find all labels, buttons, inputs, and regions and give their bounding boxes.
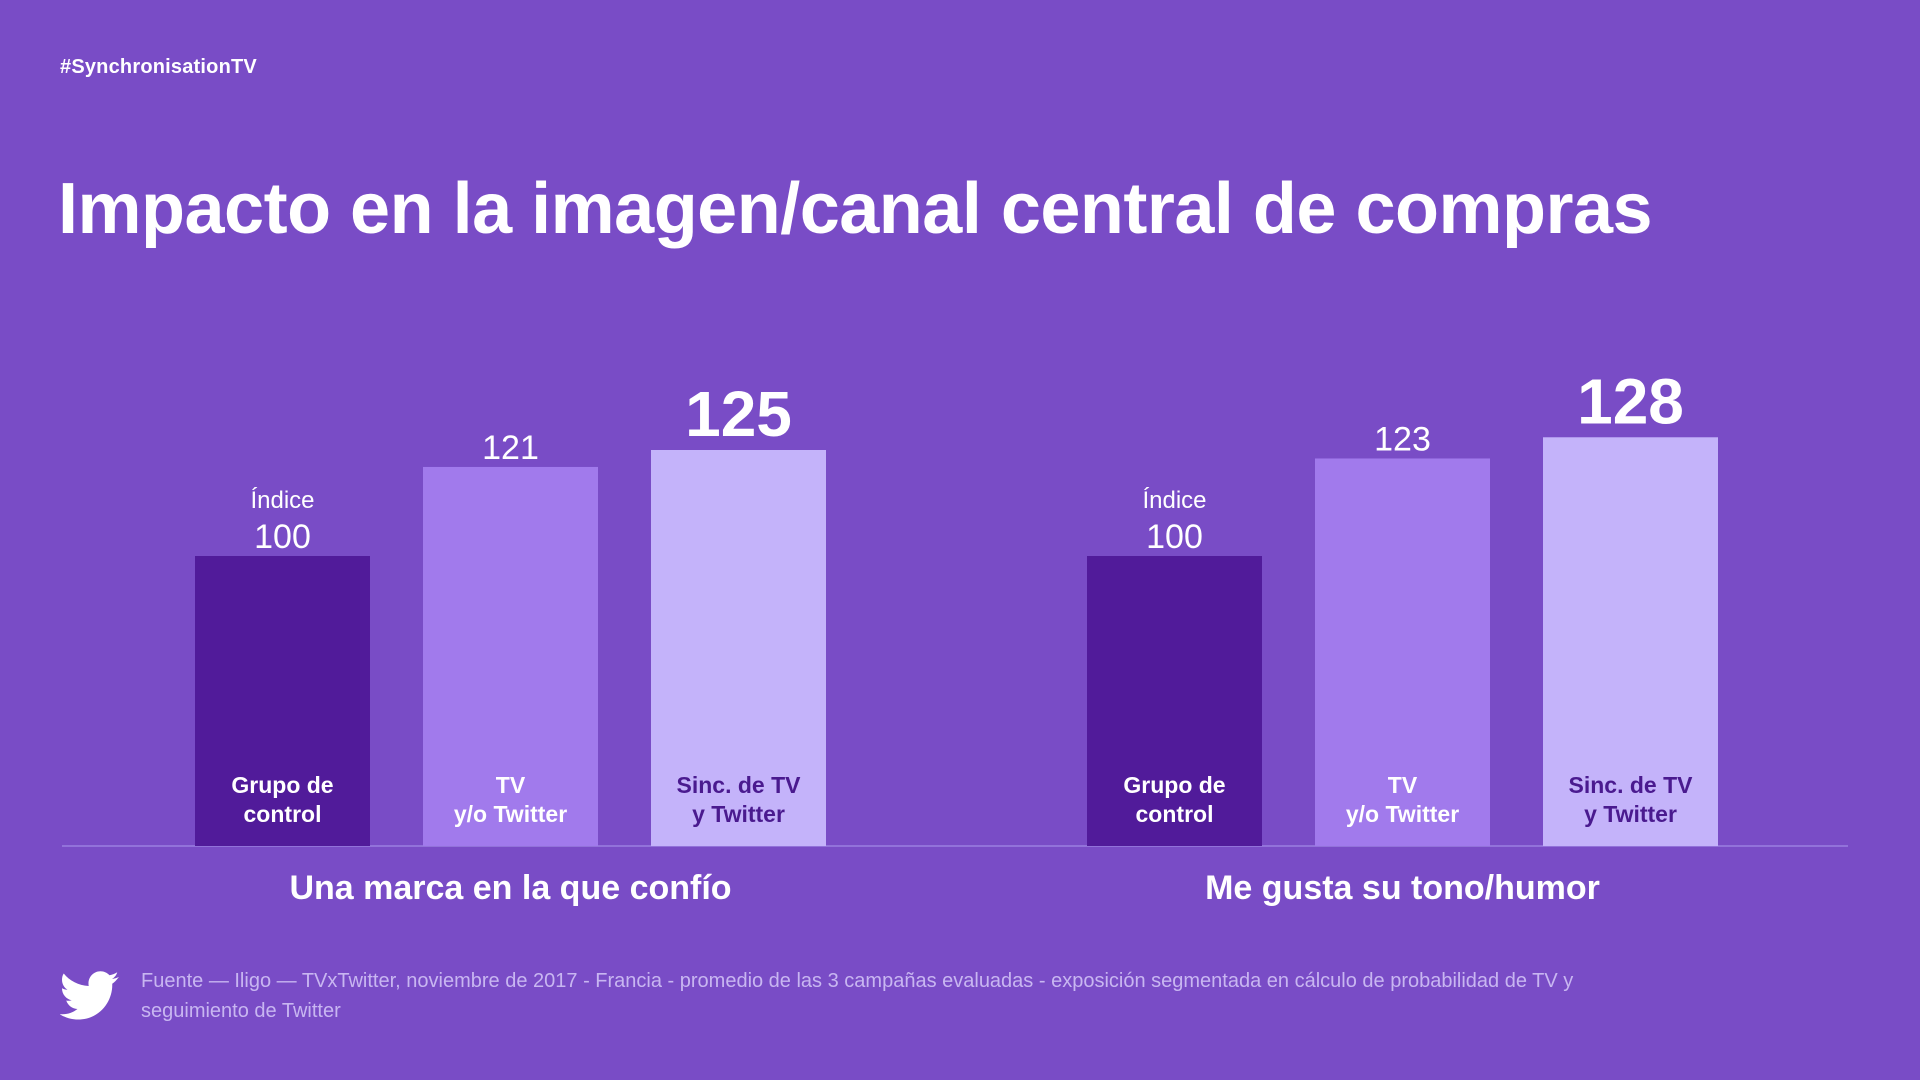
category-label: Sinc. de TV <box>677 772 802 798</box>
hashtag: #SynchronisationTV <box>60 56 257 78</box>
category-label: Sinc. de TV <box>1569 772 1694 798</box>
category-label: TV <box>1388 772 1418 798</box>
value-label: 100 <box>254 518 311 556</box>
value-label: 123 <box>1374 420 1431 458</box>
index-label: Índice <box>1142 487 1206 514</box>
bar <box>1315 458 1490 846</box>
category-label: TV <box>496 772 526 798</box>
value-label: 121 <box>482 429 539 467</box>
bar <box>651 450 826 846</box>
category-label: y Twitter <box>692 801 785 827</box>
value-label: 100 <box>1146 518 1203 556</box>
category-label: y/o Twitter <box>1346 801 1459 827</box>
group-label: Una marca en la que confío <box>289 869 731 907</box>
category-label: y Twitter <box>1584 801 1677 827</box>
value-label: 128 <box>1577 365 1684 437</box>
page-title: Impacto en la imagen/canal central de co… <box>58 169 1653 249</box>
category-label: Grupo de <box>1123 772 1225 798</box>
value-label: 125 <box>685 378 792 450</box>
group-label: Me gusta su tono/humor <box>1205 869 1600 907</box>
index-label: Índice <box>250 487 314 514</box>
category-label: y/o Twitter <box>454 801 567 827</box>
category-label: control <box>1136 801 1214 827</box>
source-note: Fuente — Iligo — TVxTwitter, noviembre d… <box>141 970 1574 1022</box>
bar <box>423 466 598 846</box>
twitter-bird-icon <box>60 971 119 1020</box>
category-label: Grupo de <box>231 772 333 798</box>
bar <box>1087 556 1262 846</box>
bar <box>1543 437 1718 846</box>
category-label: control <box>244 801 322 827</box>
footer: Fuente — Iligo — TVxTwitter, noviembre d… <box>60 966 1660 1026</box>
bar <box>195 556 370 846</box>
